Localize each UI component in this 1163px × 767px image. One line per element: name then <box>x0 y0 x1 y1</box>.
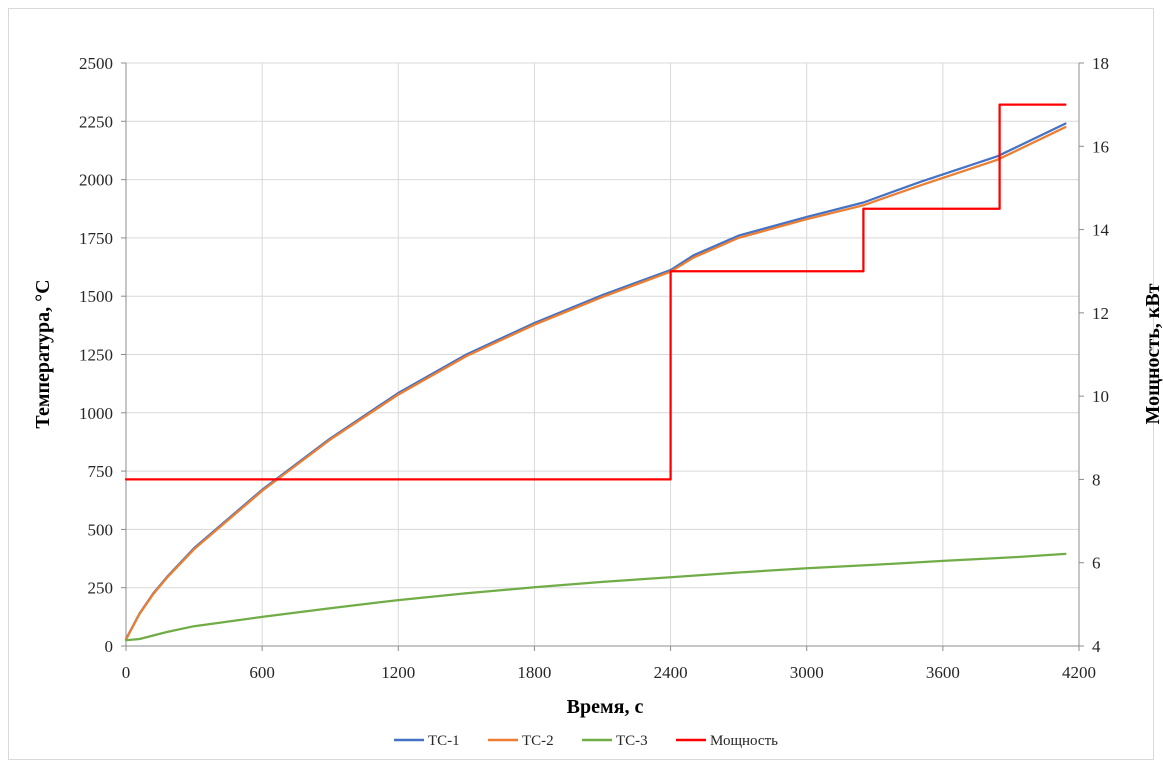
x-tick-label: 0 <box>122 663 131 682</box>
series-line-4 <box>124 103 1067 481</box>
y2-tick-label: 8 <box>1092 470 1101 489</box>
y2-tick-label: 6 <box>1092 554 1101 573</box>
y2-tick-label: 18 <box>1092 54 1109 73</box>
y-tick-label: 2000 <box>79 171 113 190</box>
x-tick-label: 3000 <box>790 663 824 682</box>
legend-item: Мощность <box>676 733 778 749</box>
y-tick-label: 2500 <box>79 54 113 73</box>
y2-tick-label: 12 <box>1092 304 1109 323</box>
y2-tick-label: 14 <box>1092 221 1110 240</box>
gridlines <box>126 62 1080 646</box>
legend-item: ТС-2 <box>488 733 554 749</box>
x-tick-label: 1200 <box>381 663 415 682</box>
y-tick-label: 500 <box>88 520 114 539</box>
chart-area <box>8 8 1154 760</box>
legend-label: Мощность <box>710 733 778 749</box>
series-line-3 <box>124 552 1067 642</box>
legend-label: ТС-3 <box>616 733 648 749</box>
x-tick-label: 3600 <box>926 663 960 682</box>
axes <box>121 62 1084 651</box>
y2-axis-title: Мощность, кВт <box>1142 283 1163 424</box>
y-tick-label: 1250 <box>79 346 113 365</box>
y-tick-label: 1750 <box>79 229 113 248</box>
x-axis-title: Время, с <box>567 696 644 718</box>
y-tick-label: 250 <box>88 579 114 598</box>
legend-label: ТС-1 <box>428 733 460 749</box>
y-tick-label: 0 <box>105 637 114 656</box>
y2-tick-label: 4 <box>1092 637 1101 656</box>
x-tick-label: 2400 <box>654 663 688 682</box>
x-tick-label: 4200 <box>1062 663 1096 682</box>
y2-tick-label: 16 <box>1092 137 1109 156</box>
y-tick-label: 1500 <box>79 287 113 306</box>
y-tick-label: 1000 <box>79 404 113 423</box>
legend-label: ТС-2 <box>522 733 554 749</box>
y-tick-label: 750 <box>88 462 114 481</box>
series-line-2 <box>124 125 1067 641</box>
legend-item: ТС-3 <box>582 733 648 749</box>
y2-tick-label: 10 <box>1092 387 1109 406</box>
legend-item: ТС-1 <box>394 733 460 749</box>
y-axis-title: Температура, °С <box>32 279 54 428</box>
y-tick-label: 2250 <box>79 112 113 131</box>
x-tick-label: 1800 <box>517 663 551 682</box>
tick-labels: 0 250 500 750 1000 1250 1500 1750 2000 2250 2500 0 6… <box>79 54 1110 682</box>
x-tick-label: 600 <box>249 663 275 682</box>
legend: ТС-1 ТС-2 ТС-3 Мощность <box>394 733 778 749</box>
series-lines <box>124 103 1067 642</box>
